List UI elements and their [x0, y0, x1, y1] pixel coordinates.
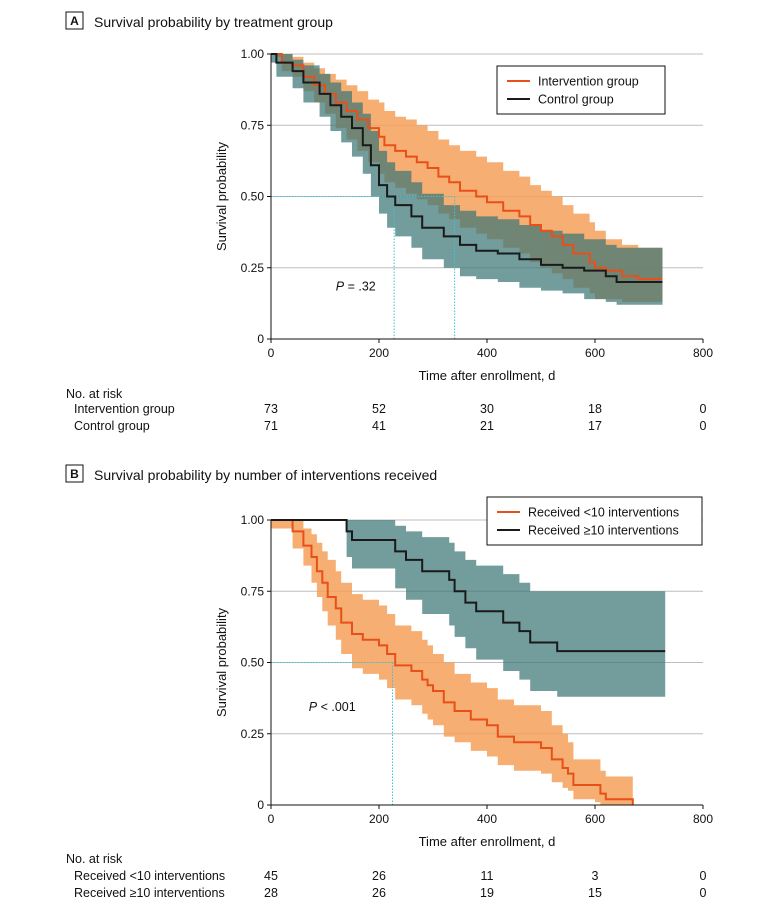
y-tick-label: 0.75	[241, 584, 265, 598]
legend-label: Intervention group	[538, 75, 639, 89]
risk-value: 71	[264, 419, 278, 433]
risk-value: 41	[372, 419, 386, 433]
risk-value: 28	[264, 886, 278, 900]
survival-line-series-1	[271, 519, 634, 805]
risk-value: 45	[264, 869, 278, 883]
p-value-annotation: P < .001	[309, 700, 356, 714]
survival-line-series-2	[271, 519, 666, 653]
risk-value: 0	[700, 869, 707, 883]
y-tick-label: 1.00	[241, 47, 265, 61]
risk-row-label: Received <10 interventions	[74, 869, 225, 883]
risk-value: 30	[480, 402, 494, 416]
legend: Received <10 interventions Received ≥10 i…	[486, 496, 703, 546]
risk-value: 19	[480, 886, 494, 900]
y-tick-label: 0.25	[241, 261, 265, 275]
legend-label: Control group	[538, 93, 614, 107]
p-value-text: < .001	[317, 700, 356, 714]
panel-badge-letter: A	[70, 14, 79, 28]
legend: Intervention group Control group	[496, 65, 666, 115]
risk-value: 73	[264, 402, 278, 416]
legend-box	[486, 496, 703, 546]
x-tick-label: 0	[268, 812, 275, 826]
y-tick-label: 0	[257, 798, 264, 812]
x-tick-label: 400	[477, 346, 497, 360]
x-tick-label: 200	[369, 812, 389, 826]
y-tick-label: 0.50	[241, 190, 265, 204]
ci-band-series-2	[271, 520, 666, 697]
legend-label: Received <10 interventions	[528, 506, 679, 520]
risk-value: 0	[700, 886, 707, 900]
panel-badge-letter: B	[70, 467, 79, 481]
x-tick-label: 600	[585, 812, 605, 826]
legend-box	[496, 65, 666, 115]
risk-value: 0	[700, 419, 707, 433]
ci-band-series-1	[271, 520, 633, 805]
x-tick-label: 0	[268, 346, 275, 360]
y-tick-label: 0.50	[241, 656, 265, 670]
x-tick-label: 800	[693, 346, 713, 360]
risk-table: No. at risk Received <10 interventions 45 2…	[66, 852, 707, 900]
panel-title: Survival probability by treatment group	[94, 14, 333, 30]
y-tick-label: 0.75	[241, 118, 265, 132]
y-axis-label: Survival probability	[214, 141, 229, 251]
risk-value: 15	[588, 886, 602, 900]
y-tick-label: 0.25	[241, 727, 265, 741]
panel-badge	[65, 464, 84, 483]
risk-row-label: Control group	[74, 419, 150, 433]
risk-value: 26	[372, 886, 386, 900]
risk-value: 0	[700, 402, 707, 416]
x-tick-label: 600	[585, 346, 605, 360]
risk-value: 26	[372, 869, 386, 883]
risk-row-label: Intervention group	[74, 402, 175, 416]
panel-title: Survival probability by number of interv…	[94, 467, 437, 483]
y-tick-label: 1.00	[241, 513, 265, 527]
risk-value: 11	[481, 869, 494, 883]
risk-value: 3	[592, 869, 599, 883]
p-value-italic: P	[336, 280, 345, 294]
legend-label: Received ≥10 interventions	[528, 524, 679, 538]
y-axis-label: Survival probability	[214, 607, 229, 717]
survival-line-series-2	[271, 53, 663, 283]
p-value-annotation: P = .32	[336, 280, 376, 294]
risk-value: 21	[480, 419, 494, 433]
x-tick-label: 800	[693, 812, 713, 826]
x-tick-label: 200	[369, 346, 389, 360]
panel-badge	[65, 11, 84, 30]
y-tick-label: 0	[257, 332, 264, 346]
risk-value: 18	[588, 402, 602, 416]
p-value-italic: P	[309, 700, 318, 714]
x-axis-label: Time after enrollment, d	[419, 834, 556, 849]
x-tick-label: 400	[477, 812, 497, 826]
x-axis-label: Time after enrollment, d	[419, 368, 556, 383]
risk-table-header: No. at risk	[66, 387, 123, 401]
panel-b: B Survival probability by number of inter…	[65, 464, 713, 900]
panel-a: A Survival probability by treatment group…	[65, 11, 713, 433]
risk-row-label: Received ≥10 interventions	[74, 886, 225, 900]
risk-table-header: No. at risk	[66, 852, 123, 866]
p-value-text: = .32	[344, 280, 376, 294]
ci-band-series-2	[271, 54, 663, 305]
risk-value: 52	[372, 402, 386, 416]
risk-value: 17	[588, 419, 602, 433]
